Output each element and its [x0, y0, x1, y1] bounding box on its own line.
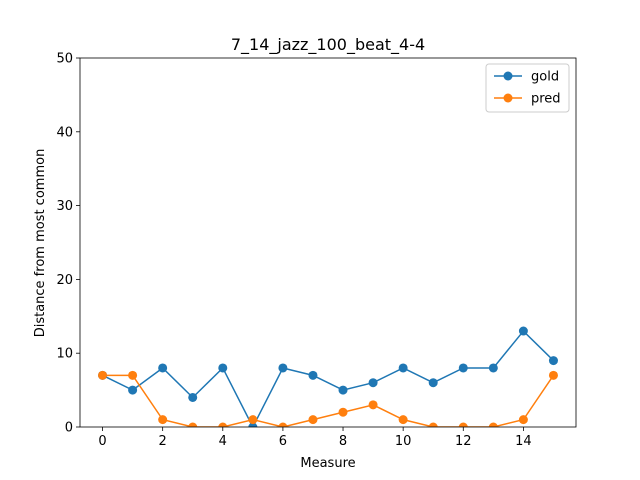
data-point-pred-4 [218, 422, 228, 427]
data-point-gold-15 [548, 356, 558, 366]
data-point-pred-7 [308, 415, 318, 425]
x-tick-label-6: 6 [279, 434, 287, 449]
data-point-gold-10 [398, 363, 408, 373]
data-point-pred-13 [488, 422, 498, 427]
data-point-gold-11 [428, 378, 438, 388]
series-line-gold [102, 329, 554, 427]
legend-marker-gold [503, 71, 513, 81]
data-point-pred-14 [518, 415, 528, 425]
data-point-gold-14 [518, 326, 528, 336]
data-point-pred-6 [278, 422, 288, 427]
y-tick-label-0: 0 [65, 421, 73, 436]
y-tick-label-40: 40 [56, 125, 73, 140]
data-point-pred-1 [128, 370, 138, 380]
data-point-gold-7 [308, 370, 318, 380]
axes-frame [79, 57, 577, 428]
data-point-gold-8 [338, 385, 348, 395]
legend-label-pred: pred [531, 92, 561, 107]
data-point-pred-9 [368, 400, 378, 410]
x-tick-label-2: 2 [159, 434, 167, 449]
data-point-pred-0 [98, 370, 108, 380]
legend-marker-pred [503, 93, 513, 103]
y-tick-label-30: 30 [56, 199, 73, 214]
legend-label-gold: gold [531, 70, 559, 85]
data-point-pred-10 [398, 415, 408, 425]
data-point-gold-6 [278, 363, 288, 373]
data-point-pred-2 [158, 415, 168, 425]
plot-area: 0 2 4 6 8 10 12 14 0 10 20 30 40 50 gold pred [56, 52, 577, 449]
x-tick-label-0: 0 [98, 434, 106, 449]
data-point-pred-5 [248, 415, 258, 425]
x-tick-label-8: 8 [339, 434, 347, 449]
x-tick-label-4: 4 [219, 434, 227, 449]
data-point-gold-4 [218, 363, 228, 373]
data-point-gold-9 [368, 378, 378, 388]
x-axis-label: Measure [300, 456, 355, 471]
data-point-gold-2 [158, 363, 168, 373]
y-tick-label-20: 20 [56, 273, 73, 288]
data-point-gold-1 [128, 385, 138, 395]
data-point-gold-12 [458, 363, 468, 373]
data-point-pred-8 [338, 407, 348, 417]
x-tick-label-12: 12 [455, 434, 472, 449]
data-point-gold-13 [488, 363, 498, 373]
data-point-pred-11 [428, 422, 438, 427]
data-point-gold-5 [248, 422, 258, 427]
x-tick-label-14: 14 [515, 434, 532, 449]
x-tick-label-10: 10 [395, 434, 412, 449]
y-tick-label-50: 50 [56, 52, 73, 67]
data-point-pred-12 [458, 422, 468, 427]
y-axis-label: Distance from most common [33, 149, 48, 338]
data-point-gold-3 [188, 392, 198, 402]
chart-title: 7_14_jazz_100_beat_4-4 [231, 35, 425, 55]
data-point-pred-3 [188, 422, 198, 427]
series-line-pred [102, 374, 555, 427]
y-tick-label-10: 10 [56, 347, 73, 362]
data-point-pred-15 [548, 370, 558, 380]
